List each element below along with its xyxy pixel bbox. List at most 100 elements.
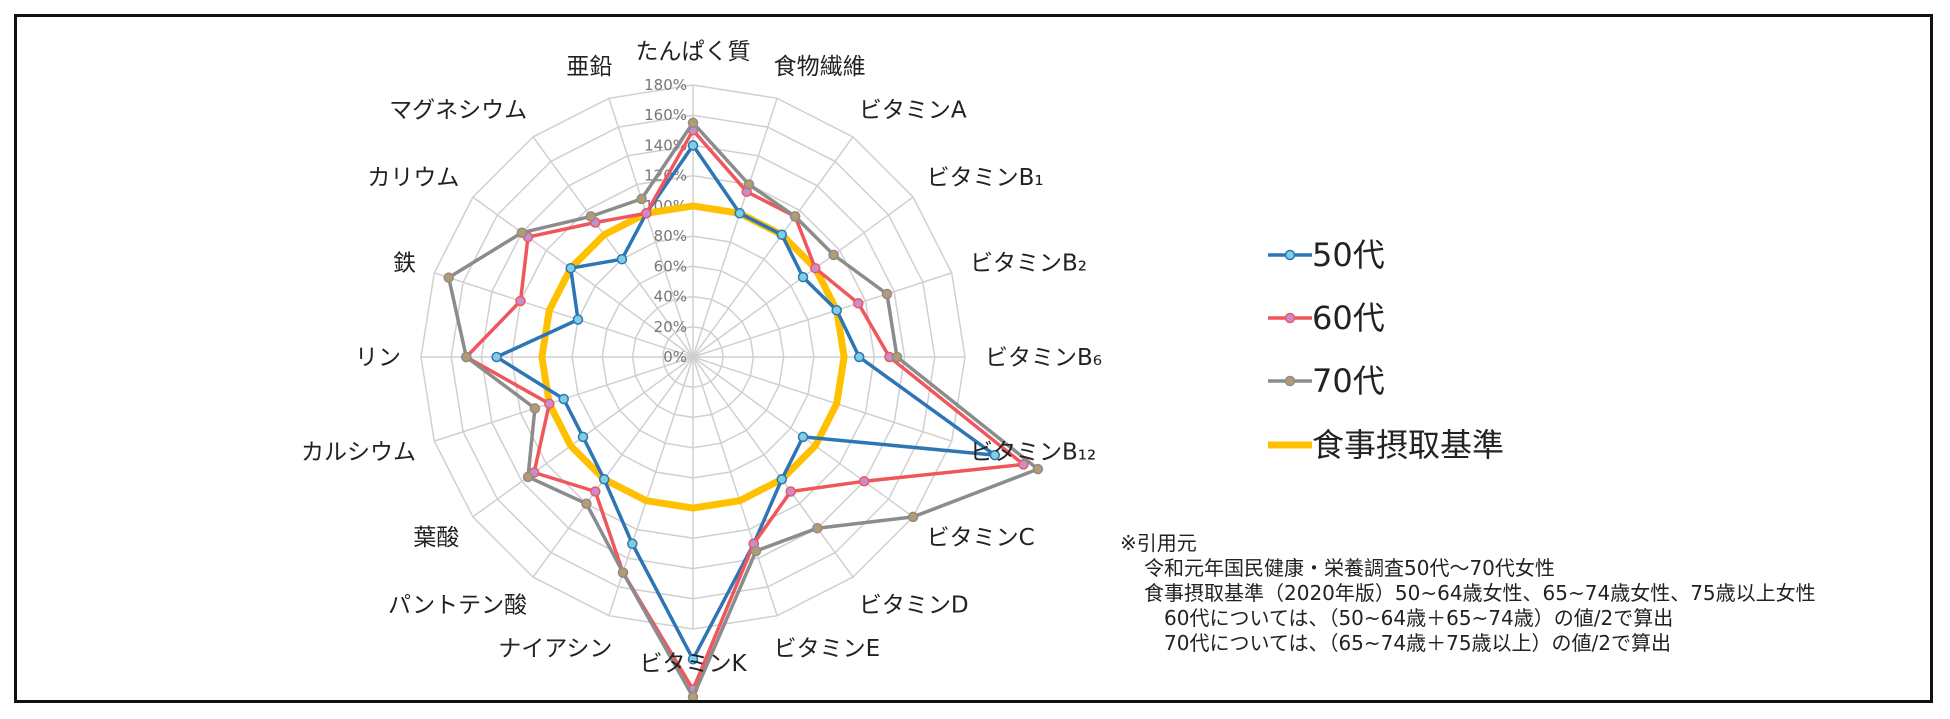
axis-label: 鉄 bbox=[393, 250, 416, 276]
data-point bbox=[828, 249, 839, 261]
legend-label: 50代 bbox=[1312, 236, 1385, 274]
data-point bbox=[577, 431, 589, 443]
data-point bbox=[907, 511, 919, 523]
data-point bbox=[853, 298, 864, 309]
axis-label: 食物繊維 bbox=[774, 54, 866, 80]
tick-label: 180% bbox=[644, 76, 687, 94]
legend-label: 60代 bbox=[1312, 299, 1385, 337]
data-point bbox=[572, 314, 584, 325]
tick-label: 160% bbox=[644, 106, 687, 124]
data-point bbox=[1032, 463, 1044, 475]
series-0 bbox=[491, 140, 1001, 665]
legend-label: 食事摂取基準 bbox=[1312, 426, 1504, 464]
data-point bbox=[858, 476, 870, 487]
grid-spoke bbox=[692, 356, 778, 616]
series-2 bbox=[443, 117, 1044, 700]
data-point bbox=[785, 486, 796, 497]
grid-spoke bbox=[692, 356, 952, 442]
axis-label: ビタミンA bbox=[859, 97, 967, 123]
radar-grid bbox=[420, 84, 966, 630]
axis-label: ビタミンE bbox=[774, 636, 881, 662]
data-point bbox=[831, 305, 842, 316]
data-point bbox=[581, 498, 592, 509]
radar-series-layer bbox=[443, 117, 1044, 700]
grid-spoke bbox=[434, 272, 694, 358]
data-point bbox=[743, 179, 755, 190]
data-point bbox=[891, 351, 903, 363]
axis-label: カルシウム bbox=[301, 440, 416, 466]
data-point bbox=[776, 474, 788, 485]
grid-spoke bbox=[692, 136, 854, 358]
axis-label: ビタミンB₁₂ bbox=[970, 440, 1096, 466]
data-point bbox=[812, 522, 823, 534]
axis-label: マグネシウム bbox=[389, 97, 527, 123]
data-point bbox=[585, 211, 597, 222]
data-point bbox=[989, 449, 1001, 461]
data-point bbox=[461, 351, 472, 363]
data-point bbox=[1018, 459, 1029, 470]
legend-marker bbox=[1284, 375, 1296, 387]
data-point bbox=[443, 272, 454, 283]
grid-spoke bbox=[532, 356, 694, 578]
legend-marker bbox=[1284, 249, 1296, 261]
tick-label: 0% bbox=[663, 348, 687, 366]
tick-label: 60% bbox=[654, 257, 687, 275]
axis-label: 亜鉛 bbox=[566, 54, 612, 80]
radar-tick-labels: 0%20%40%60%80%100%120%140%160%180% bbox=[644, 76, 687, 366]
data-point bbox=[687, 117, 699, 129]
source-note: ※引用元 令和元年国民健康・栄養調査50代～70代女性 食事摂取基準（2020年… bbox=[1120, 531, 1816, 656]
chart-frame bbox=[14, 14, 1933, 703]
axis-label: ビタミンC bbox=[927, 525, 1035, 551]
note-line-1: 令和元年国民健康・栄養調査50代～70代女性 bbox=[1144, 556, 1555, 580]
data-point bbox=[750, 545, 762, 557]
data-point bbox=[687, 140, 699, 151]
data-point bbox=[598, 474, 610, 485]
data-point bbox=[558, 393, 569, 405]
data-point bbox=[776, 229, 788, 240]
data-point bbox=[853, 351, 865, 363]
data-point bbox=[797, 431, 809, 443]
data-point bbox=[529, 403, 541, 414]
grid-spoke bbox=[472, 196, 694, 358]
grid-spoke bbox=[692, 356, 854, 578]
data-point bbox=[522, 471, 534, 483]
data-point bbox=[515, 295, 526, 307]
tick-label: 40% bbox=[654, 288, 687, 306]
note-line-2: 食事摂取基準（2020年版）50~64歳女性、65~74歳女性、75歳以上女性 bbox=[1144, 581, 1816, 605]
data-point bbox=[544, 398, 555, 409]
tick-label: 20% bbox=[654, 318, 687, 336]
note-line-0: ※引用元 bbox=[1120, 531, 1197, 555]
axis-label: ビタミンB₂ bbox=[970, 250, 1087, 276]
data-point bbox=[810, 262, 821, 274]
axis-label: ビタミンK bbox=[639, 651, 747, 677]
note-line-4: 70代については、（65~74歳＋75歳以上）の値/2で算出 bbox=[1164, 631, 1672, 655]
legend-label: 70代 bbox=[1312, 362, 1385, 400]
data-point bbox=[734, 208, 745, 219]
grid-spoke bbox=[532, 136, 694, 358]
axis-label: カリウム bbox=[367, 165, 459, 191]
grid-spoke bbox=[608, 98, 694, 358]
grid-spoke bbox=[692, 98, 778, 358]
axis-label: パントテン酸 bbox=[388, 593, 527, 619]
data-point bbox=[641, 208, 652, 219]
series-line bbox=[538, 202, 848, 512]
data-point bbox=[617, 567, 629, 578]
legend-marker bbox=[1284, 312, 1296, 324]
data-point bbox=[687, 653, 699, 665]
data-point bbox=[687, 691, 699, 700]
note-line-3: 60代については、（50~64歳＋65~74歳）の値/2で算出 bbox=[1164, 606, 1674, 630]
tick-label: 80% bbox=[654, 227, 687, 245]
grid-spoke bbox=[692, 272, 952, 358]
axis-label: たんぱく質 bbox=[636, 39, 751, 65]
axis-label: ナイアシン bbox=[498, 636, 612, 662]
data-point bbox=[616, 253, 628, 265]
data-point bbox=[636, 193, 647, 205]
axis-label: ビタミンD bbox=[859, 593, 969, 619]
data-point bbox=[491, 351, 502, 363]
data-point bbox=[590, 486, 601, 497]
axis-label: ビタミンB₆ bbox=[985, 345, 1102, 371]
data-point bbox=[789, 211, 801, 222]
